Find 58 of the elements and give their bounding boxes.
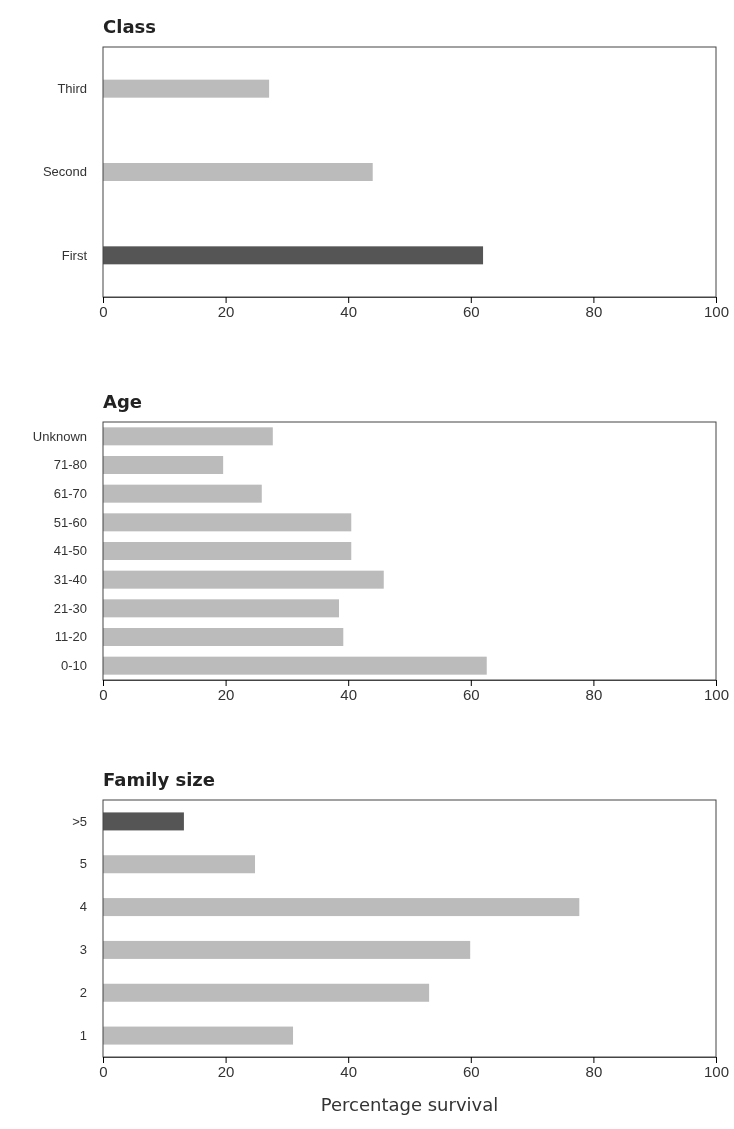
bar	[103, 163, 373, 181]
x-tick-label: 40	[340, 302, 358, 320]
x-tick-label: 100	[703, 302, 730, 320]
x-tick-label: 0	[99, 1062, 108, 1080]
y-tick-label: 31-40	[53, 571, 87, 587]
y-tick-label: 5	[79, 856, 87, 872]
y-tick-label: >5	[72, 813, 87, 829]
bar	[103, 427, 273, 446]
chart-title: Family size	[103, 769, 216, 790]
bar	[103, 628, 344, 646]
x-tick-label: 40	[340, 1062, 358, 1080]
x-tick-label: 20	[217, 302, 235, 320]
x-tick-label: 60	[462, 302, 480, 320]
y-tick-label: 1	[79, 1027, 87, 1043]
x-tick-label: 60	[462, 685, 480, 703]
y-tick-label: Unknown	[32, 428, 87, 444]
y-tick-label: 41-50	[53, 543, 87, 559]
bar	[103, 855, 256, 874]
bar	[103, 246, 484, 265]
bar	[103, 513, 352, 532]
x-axis-title: Percentage survival	[320, 1094, 499, 1115]
bar	[103, 898, 580, 917]
y-tick-label: 71-80	[53, 457, 87, 473]
x-tick-label: 40	[340, 685, 358, 703]
bar	[103, 812, 184, 831]
x-tick-label: 0	[99, 685, 108, 703]
bar	[103, 599, 340, 618]
bar	[103, 456, 224, 474]
x-tick-label: 80	[585, 685, 603, 703]
x-tick-label: 20	[217, 1062, 235, 1080]
x-tick-label: 100	[703, 685, 730, 703]
y-tick-label: 51-60	[53, 514, 87, 530]
bar	[103, 542, 352, 560]
y-tick-label: 4	[79, 899, 87, 915]
bar	[103, 79, 270, 98]
y-tick-label: 0-10	[60, 657, 87, 673]
y-tick-label: 2	[79, 984, 87, 1000]
x-tick-label: 100	[703, 1062, 730, 1080]
y-tick-label: Second	[42, 164, 87, 180]
bar	[103, 940, 471, 959]
x-tick-label: 20	[217, 685, 235, 703]
y-tick-label: First	[61, 247, 88, 263]
y-tick-label: 21-30	[53, 600, 87, 616]
x-tick-label: 80	[585, 1062, 603, 1080]
x-tick-label: 60	[462, 1062, 480, 1080]
bar	[103, 570, 384, 589]
y-tick-label: Third	[57, 80, 87, 96]
y-tick-label: 3	[79, 942, 87, 958]
bar	[103, 484, 262, 503]
bar	[103, 656, 487, 675]
chart-title: Class	[103, 16, 156, 37]
y-tick-label: 11-20	[54, 629, 87, 645]
x-tick-label: 0	[99, 302, 108, 320]
bar	[103, 983, 430, 1002]
chart-title: Age	[103, 391, 143, 412]
x-tick-label: 80	[585, 302, 603, 320]
bar	[103, 1026, 294, 1045]
y-tick-label: 61-70	[53, 485, 87, 501]
